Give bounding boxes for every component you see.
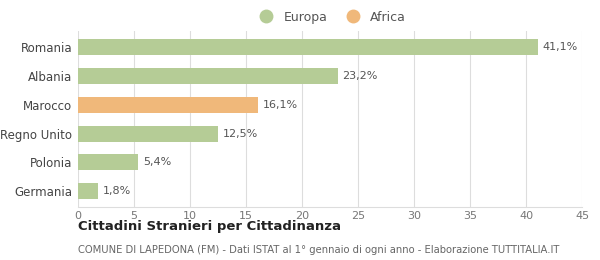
Bar	[78, 183, 98, 199]
Text: 5,4%: 5,4%	[143, 157, 171, 167]
Text: 12,5%: 12,5%	[223, 129, 258, 139]
Bar	[78, 68, 338, 84]
Text: COMUNE DI LAPEDONA (FM) - Dati ISTAT al 1° gennaio di ogni anno - Elaborazione T: COMUNE DI LAPEDONA (FM) - Dati ISTAT al …	[78, 245, 559, 255]
Text: 41,1%: 41,1%	[543, 42, 578, 52]
Text: 1,8%: 1,8%	[103, 186, 131, 196]
Text: 23,2%: 23,2%	[343, 71, 377, 81]
Bar	[78, 97, 259, 113]
Text: Cittadini Stranieri per Cittadinanza: Cittadini Stranieri per Cittadinanza	[78, 220, 341, 233]
Bar	[78, 154, 139, 170]
Bar	[78, 39, 538, 55]
Bar	[78, 126, 218, 141]
Legend: Europa, Africa: Europa, Africa	[249, 6, 411, 29]
Text: 16,1%: 16,1%	[263, 100, 298, 110]
